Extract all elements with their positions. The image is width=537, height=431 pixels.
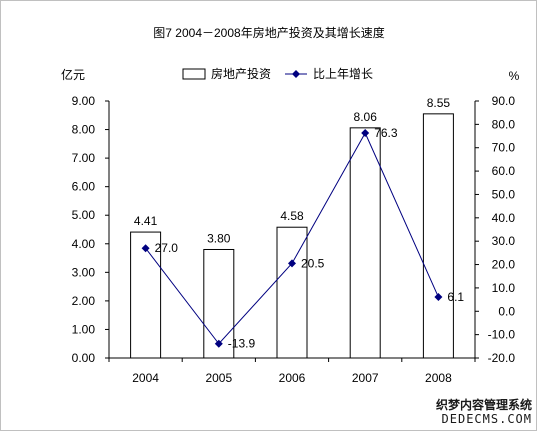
left-tick-label: 6.00 — [72, 180, 96, 194]
line-point-marker — [434, 293, 443, 302]
right-tick-label: 70.0 — [492, 141, 516, 155]
bar-data-label: 4.58 — [280, 209, 304, 223]
left-tick-label: 7.00 — [72, 151, 96, 165]
x-tick-label: 2005 — [205, 371, 232, 385]
right-tick-label: 60.0 — [492, 164, 516, 178]
watermark-line1: 织梦内容管理系统 — [435, 398, 532, 412]
legend: 房地产投资 比上年增长 — [182, 66, 373, 81]
legend-bar-label: 房地产投资 — [211, 66, 271, 81]
x-tick-label: 2008 — [425, 371, 452, 385]
line-point-marker — [361, 129, 370, 138]
right-tick-label: -20.0 — [488, 351, 516, 365]
right-tick-label: 0.0 — [498, 304, 515, 318]
left-tick-label: 0.00 — [72, 351, 96, 365]
watermark: 织梦内容管理系统 DEDECMS.COM — [436, 398, 532, 426]
x-tick-label: 2007 — [352, 371, 379, 385]
line-data-label: 76.3 — [374, 126, 398, 140]
left-tick-label: 1.00 — [72, 322, 96, 336]
left-tick-label: 9.00 — [72, 94, 96, 108]
left-tick-label: 3.00 — [72, 265, 96, 279]
bar — [349, 127, 381, 359]
line-point-marker — [214, 339, 223, 348]
bar — [130, 231, 162, 359]
right-tick-label: -10.0 — [488, 328, 516, 342]
right-tick-label: 30.0 — [492, 234, 516, 248]
right-tick-label: 20.0 — [492, 258, 516, 272]
right-tick-label: 40.0 — [492, 211, 516, 225]
bar-data-label: 3.80 — [207, 231, 231, 245]
bar-data-label: 4.41 — [134, 214, 158, 228]
legend-line-marker — [292, 70, 300, 78]
right-tick-label: 10.0 — [492, 281, 516, 295]
right-tick-label: 80.0 — [492, 117, 516, 131]
legend-line-label: 比上年增长 — [313, 67, 373, 81]
right-axis-unit: % — [509, 69, 520, 83]
left-tick-label: 2.00 — [72, 294, 96, 308]
left-tick-label: 5.00 — [72, 208, 96, 222]
line-point-marker — [141, 244, 150, 253]
bar — [422, 113, 454, 359]
right-tick-label: 50.0 — [492, 187, 516, 201]
legend-bar-swatch — [182, 68, 206, 80]
line-data-label: 27.0 — [155, 241, 179, 255]
bar — [276, 226, 308, 359]
x-tick-label: 2006 — [279, 371, 306, 385]
bar-data-label: 8.55 — [427, 96, 451, 110]
line-data-label: 20.5 — [301, 256, 325, 270]
line-point-marker — [288, 259, 296, 268]
bar-data-label: 8.06 — [354, 110, 378, 124]
left-tick-label: 8.00 — [72, 123, 96, 137]
x-tick-label: 2004 — [132, 371, 159, 385]
left-axis-unit: 亿元 — [61, 67, 85, 82]
left-tick-label: 4.00 — [72, 237, 96, 251]
line-data-label: 6.1 — [447, 290, 464, 304]
watermark-line2: DEDECMS.COM — [441, 412, 532, 426]
right-tick-label: 90.0 — [492, 94, 516, 108]
line-data-label: -13.9 — [228, 337, 256, 351]
plot-area: 0.00 1.00 2.00 3.00 4.00 5.00 6.00 7.00 8.00 9.00… — [72, 94, 516, 385]
chart-title: 图7 2004－2008年房地产投资及其增长速度 — [153, 25, 384, 40]
